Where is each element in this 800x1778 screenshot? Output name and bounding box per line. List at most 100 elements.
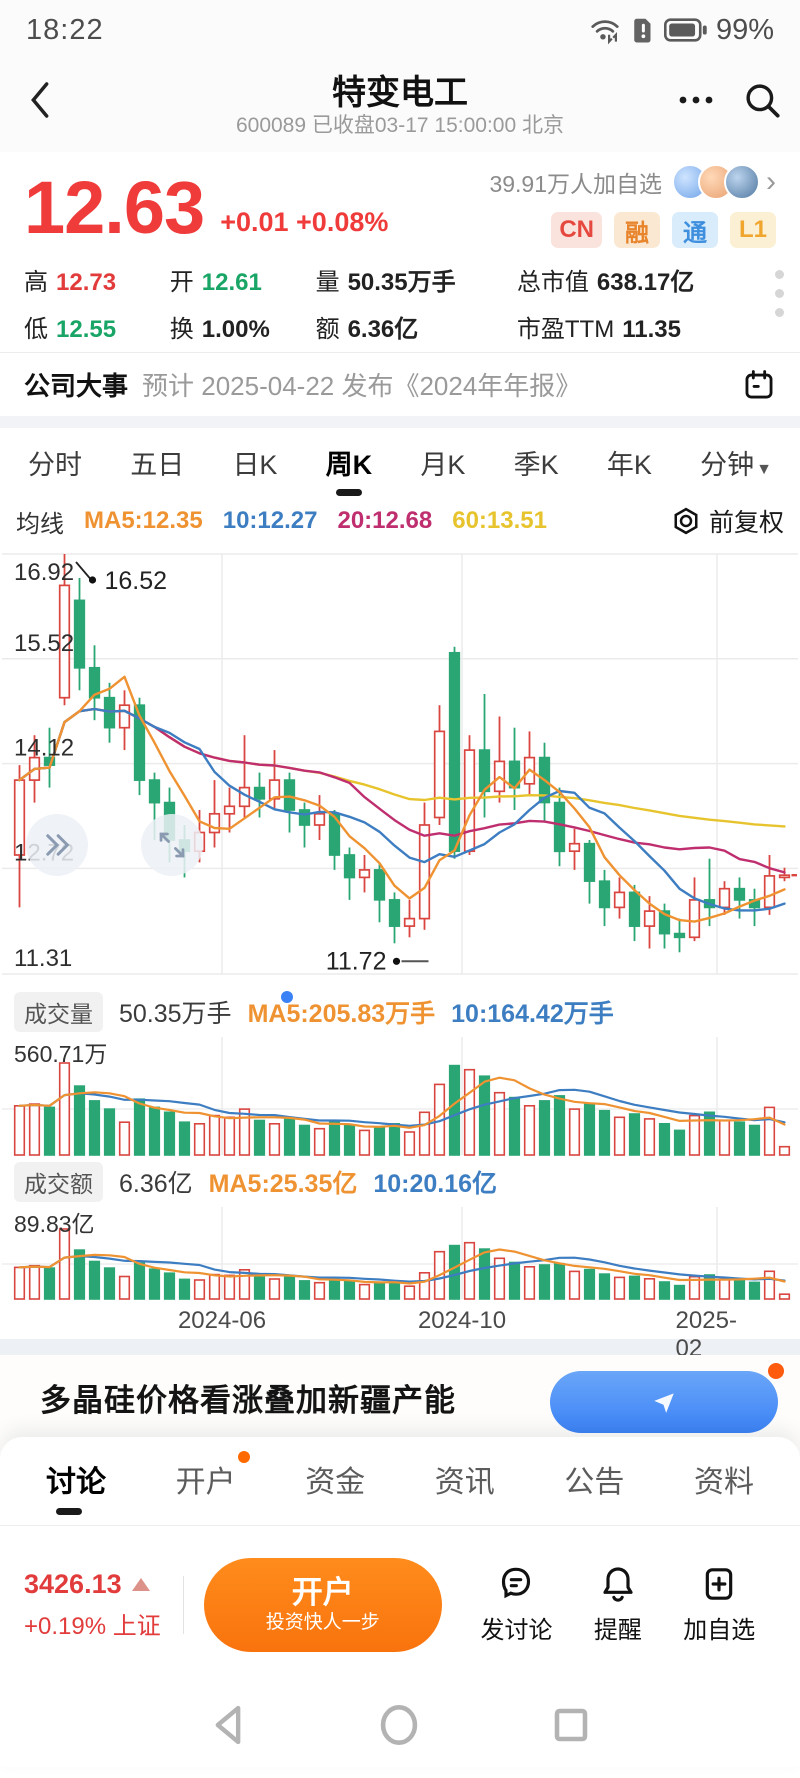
period-tab-bar: 分时 五日 日K 周K 月K 季K 年K 分钟 ▼ [0, 428, 800, 496]
amount-chart[interactable]: 89.83亿 [0, 1203, 800, 1305]
index-quote[interactable]: 3426.13 +0.19% 上证 [24, 1569, 161, 1641]
battery-icon [663, 16, 708, 44]
stock-badge[interactable]: L1 [730, 212, 776, 248]
volume-ma5: MA5:205.83万手 [247, 1000, 436, 1028]
expand-chart-button[interactable] [141, 814, 203, 876]
page-title: 特变电工 [332, 74, 468, 112]
add-box-icon [699, 1564, 739, 1604]
stats-pager-dots [775, 270, 784, 317]
period-tab-周K[interactable]: 周K [324, 437, 375, 496]
news-banner[interactable]: 多晶硅价格看涨叠加新疆产能 [0, 1355, 800, 1451]
period-tab-月K[interactable]: 月K [420, 449, 466, 480]
more-button[interactable] [676, 92, 716, 108]
open-account-button[interactable]: 开户 投资快人一步 [203, 1557, 442, 1652]
detail-tab-开户[interactable]: 开户 [174, 1451, 250, 1515]
amount-ma5: MA5:25.35亿 [208, 1170, 358, 1198]
battery-percent: 99% [715, 13, 774, 46]
stat-cell: 开 12.61 [169, 269, 262, 296]
separator-band [0, 416, 800, 428]
banner-cta-button[interactable] [550, 1371, 778, 1433]
avatar [724, 164, 760, 200]
post-comment-button[interactable]: 发讨论 [480, 1564, 552, 1645]
detail-tab-公告[interactable]: 公告 [564, 1466, 625, 1499]
period-tab-分时[interactable]: 分时 [28, 449, 82, 480]
svg-text:14.12: 14.12 [14, 735, 74, 762]
last-price: 12.63 [24, 166, 205, 249]
followers-row[interactable]: 39.91万人加自选 › [489, 164, 776, 200]
volume-value: 50.35万手 [119, 1000, 232, 1028]
back-button[interactable] [18, 78, 62, 122]
x-axis-label: 2024-10 [417, 1307, 507, 1334]
detail-tab-资料[interactable]: 资料 [693, 1466, 754, 1499]
nav-home-button[interactable] [376, 1702, 422, 1748]
svg-text:11.31: 11.31 [14, 945, 72, 972]
period-tab-日K[interactable]: 日K [232, 449, 278, 480]
volume-chart[interactable]: 560.71万 [0, 1033, 800, 1161]
stock-subtitle: 600089 已收盘03-17 15:00:00 北京 [235, 114, 565, 137]
nav-recent-button[interactable] [550, 1704, 592, 1746]
x-axis-label: 2024-06 [177, 1307, 267, 1334]
stock-badge[interactable]: 融 [614, 212, 660, 248]
fast-forward-button[interactable] [26, 814, 88, 876]
add-watchlist-button[interactable]: 加自选 [683, 1564, 755, 1645]
status-bar: 18:22 99% [0, 0, 800, 60]
android-nav-bar [0, 1683, 800, 1767]
action-bar: 3426.13 +0.19% 上证 开户 投资快人一步 发讨论 [0, 1525, 800, 1683]
stat-cell: 额 6.36亿 [315, 316, 419, 343]
svg-text:16.92: 16.92 [14, 559, 74, 586]
bottom-sheet: 讨论 开户 资金 资讯 公告 资料 3426.13 +0.19% 上证 开户 投资快人一步 [0, 1437, 800, 1767]
volume-chip: 成交量 [14, 992, 103, 1032]
stock-badges: CN 融通 L1 [489, 212, 776, 248]
ma10-value: 10:12.27 [222, 507, 318, 534]
divider [182, 1575, 184, 1634]
amount-header: 成交额 6.36亿 MA5:25.35亿 10:20.16亿 [0, 1161, 800, 1203]
detail-tab-bar: 讨论 开户 资金 资讯 公告 资料 [0, 1437, 800, 1525]
volume-header: 成交量 50.35万手 MA5:205.83万手 10:164.42万手 [0, 991, 800, 1033]
price-change: +0.01 +0.08% [220, 207, 389, 237]
index-value: 3426.13 [24, 1568, 122, 1599]
x-axis-label: 2025-02 [675, 1307, 737, 1362]
adjust-mode-button[interactable]: 前复权 [671, 503, 784, 539]
event-label: 公司大事 [24, 371, 129, 401]
event-text: 预计 2025-04-22 发布《2024年年报》 [142, 371, 582, 401]
svg-text:11.72: 11.72 [326, 947, 387, 975]
stat-cell: 总市值 638.17亿 [516, 269, 695, 296]
back-icon [25, 80, 55, 120]
ma-legend-bar: 均线 MA5:12.35 10:12.27 20:12.68 60:13.51 … [0, 496, 800, 546]
company-event-row[interactable]: 公司大事 预计 2025-04-22 发布《2024年年报》 [0, 352, 800, 416]
stat-cell: 换 1.00% [169, 316, 270, 343]
stats-grid: 高 12.73 开 12.61 量 50.35万手 总市值 638.17亿低 12.55 换 1.0… [24, 262, 776, 344]
sim-alert-icon [630, 15, 656, 45]
app-header: 特变电工 600089 已收盘03-17 15:00:00 北京 [0, 60, 800, 152]
period-tab-分钟[interactable]: 分钟 ▼ [700, 449, 772, 480]
period-tab-五日[interactable]: 五日 [130, 449, 185, 480]
ma5-value: MA5:12.35 [84, 507, 203, 534]
period-tab-季K[interactable]: 季K [513, 449, 559, 480]
amount-value: 6.36亿 [119, 1170, 193, 1198]
nav-back-button[interactable] [208, 1703, 248, 1747]
stock-badge[interactable]: 通 [672, 212, 718, 248]
amount-max-label: 89.83亿 [14, 1211, 95, 1237]
separator-band [0, 1339, 800, 1355]
dropdown-caret-icon: ▼ [756, 460, 772, 478]
alert-button[interactable]: 提醒 [594, 1564, 642, 1645]
detail-tab-资金[interactable]: 资金 [305, 1466, 366, 1499]
detail-tab-讨论[interactable]: 讨论 [44, 1453, 108, 1515]
event-marker-dot[interactable] [281, 991, 293, 1003]
ma-label: 均线 [16, 510, 64, 538]
clock: 18:22 [26, 13, 104, 46]
detail-tab-资讯[interactable]: 资讯 [434, 1466, 495, 1499]
svg-text:15.52: 15.52 [14, 630, 74, 657]
follower-avatars [672, 164, 760, 200]
search-button[interactable] [742, 80, 782, 120]
stat-cell: 高 12.73 [24, 269, 117, 296]
quote-panel: 12.63 +0.01 +0.08% 39.91万人加自选 › CN 融通 L1 高… [0, 152, 800, 352]
period-tab-年K[interactable]: 年K [606, 449, 652, 480]
calendar-button[interactable] [742, 368, 776, 402]
index-change: +0.19% 上证 [24, 1612, 161, 1640]
stock-badge[interactable]: CN [551, 212, 602, 248]
ma60-value: 60:13.51 [452, 507, 547, 534]
bell-icon [598, 1564, 638, 1604]
